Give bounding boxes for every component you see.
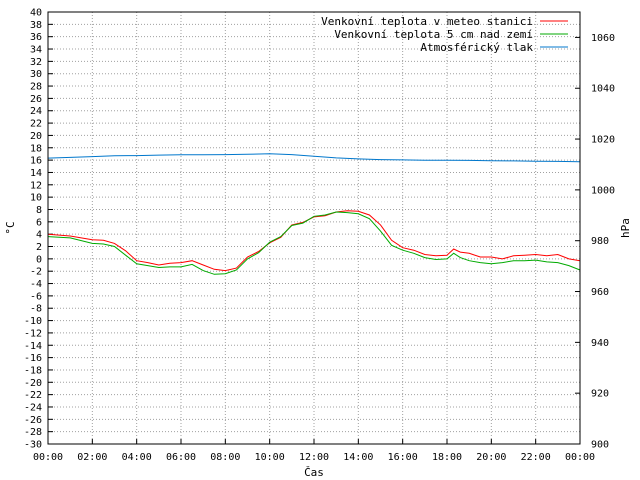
- y-left-tick-label: -26: [24, 415, 42, 426]
- y-left-tick-label: -28: [24, 427, 42, 438]
- legend: Venkovní teplota v meteo staniciVenkovní…: [321, 15, 568, 54]
- y-left-tick-label: 38: [30, 20, 42, 31]
- y-left-tick-label: 24: [30, 106, 42, 117]
- y-left-tick-label: 40: [30, 8, 42, 19]
- y-left-tick-label: 18: [30, 143, 42, 154]
- y-right-tick-label: 1060: [591, 33, 615, 44]
- y-left-tick-label: 16: [30, 156, 42, 167]
- x-tick-label: 00:00: [565, 452, 595, 463]
- legend-label-3: Atmosférický tlak: [420, 41, 533, 54]
- y-left-tick-label: 20: [30, 131, 42, 142]
- y-left-tick-label: -22: [24, 390, 42, 401]
- y-left-tick-label: 26: [30, 94, 42, 105]
- y-left-tick-label: 34: [30, 45, 42, 56]
- y-left-tick-label: -6: [30, 291, 42, 302]
- y-right-tick-label: 1020: [591, 135, 615, 146]
- y-left-tick-label: 14: [30, 168, 42, 179]
- y-left-tick-label: 28: [30, 82, 42, 93]
- series-line-3: [47, 153, 581, 163]
- x-tick-label: 22:00: [521, 452, 551, 463]
- y-left-tick-label: 0: [36, 254, 42, 265]
- x-axis-title: Čas: [304, 466, 324, 479]
- series-lines: [47, 153, 581, 275]
- x-tick-label: 08:00: [210, 452, 240, 463]
- y-left-tick-label: -18: [24, 365, 42, 376]
- axis-ticks: -30-28-26-24-22-20-18-16-14-12-10-8-6-4-…: [24, 8, 615, 464]
- y-right-tick-label: 920: [591, 389, 609, 400]
- y-left-tick-label: -12: [24, 328, 42, 339]
- y-left-tick-label: 2: [36, 242, 42, 253]
- y-left-tick-label: 36: [30, 32, 42, 43]
- plot-border: [47, 11, 581, 445]
- x-tick-label: 04:00: [122, 452, 152, 463]
- y-left-tick-label: -2: [30, 267, 42, 278]
- x-tick-label: 00:00: [33, 452, 63, 463]
- y-left-tick-label: 8: [36, 205, 42, 216]
- y-left-tick-label: -8: [30, 304, 42, 315]
- y-left-tick-label: -20: [24, 378, 42, 389]
- x-tick-label: 20:00: [476, 452, 506, 463]
- y-left-tick-label: -14: [24, 341, 42, 352]
- y-left-tick-label: 22: [30, 119, 42, 130]
- y-left-tick-label: 12: [30, 180, 42, 191]
- y-left-tick-label: -24: [24, 402, 42, 413]
- y-left-tick-label: 32: [30, 57, 42, 68]
- y-left-tick-label: 10: [30, 193, 42, 204]
- y-right-tick-label: 900: [591, 440, 609, 451]
- x-tick-label: 02:00: [77, 452, 107, 463]
- x-tick-label: 12:00: [299, 452, 329, 463]
- y-right-tick-label: 960: [591, 287, 609, 298]
- grid: [48, 12, 580, 444]
- y-right-tick-label: 1040: [591, 84, 615, 95]
- y-right-tick-label: 980: [591, 236, 609, 247]
- y-left-tick-label: -30: [24, 440, 42, 451]
- y-left-tick-label: -16: [24, 353, 42, 364]
- legend-label-2: Venkovní teplota 5 cm nad zemí: [334, 28, 533, 41]
- y-left-tick-label: 4: [36, 230, 42, 241]
- y-left-tick-label: -10: [24, 316, 42, 327]
- y-left-tick-label: 30: [30, 69, 42, 80]
- x-tick-label: 16:00: [388, 452, 418, 463]
- legend-label-1: Venkovní teplota v meteo stanici: [321, 15, 533, 28]
- x-tick-label: 18:00: [432, 452, 462, 463]
- y-right-tick-label: 940: [591, 338, 609, 349]
- y-right-axis-title: hPa: [619, 218, 632, 238]
- y-right-tick-label: 1000: [591, 185, 615, 196]
- y-left-axis-title: °C: [4, 221, 17, 234]
- y-left-tick-label: -4: [30, 279, 42, 290]
- x-tick-label: 06:00: [166, 452, 196, 463]
- series-line-2: [47, 211, 581, 275]
- x-tick-label: 14:00: [343, 452, 373, 463]
- x-tick-label: 10:00: [255, 452, 285, 463]
- y-left-tick-label: 6: [36, 217, 42, 228]
